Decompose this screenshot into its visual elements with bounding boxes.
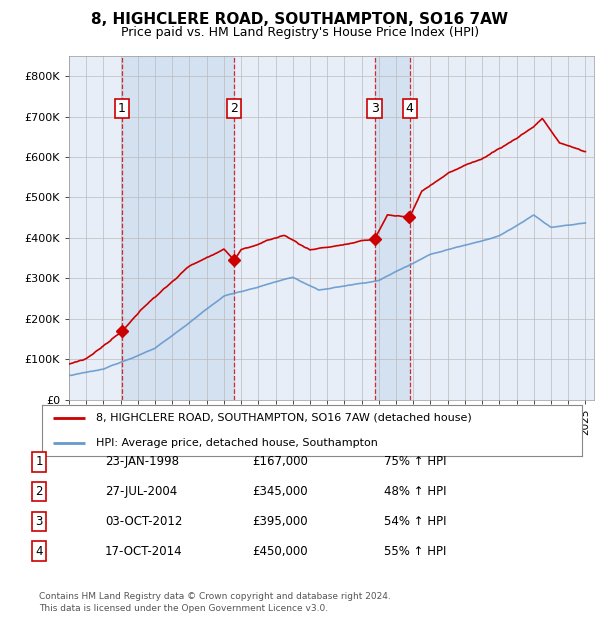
Text: £345,000: £345,000	[252, 485, 308, 498]
Text: 55% ↑ HPI: 55% ↑ HPI	[384, 545, 446, 557]
Text: £450,000: £450,000	[252, 545, 308, 557]
Text: 3: 3	[371, 102, 379, 115]
Text: 2: 2	[230, 102, 238, 115]
Text: 17-OCT-2014: 17-OCT-2014	[105, 545, 182, 557]
Text: 48% ↑ HPI: 48% ↑ HPI	[384, 485, 446, 498]
Text: 1: 1	[35, 456, 43, 468]
Text: Price paid vs. HM Land Registry's House Price Index (HPI): Price paid vs. HM Land Registry's House …	[121, 26, 479, 38]
Text: 8, HIGHCLERE ROAD, SOUTHAMPTON, SO16 7AW (detached house): 8, HIGHCLERE ROAD, SOUTHAMPTON, SO16 7AW…	[96, 412, 472, 423]
Bar	[122, 56, 234, 400]
Text: £395,000: £395,000	[252, 515, 308, 528]
Text: 23-JAN-1998: 23-JAN-1998	[105, 456, 179, 468]
Text: 8, HIGHCLERE ROAD, SOUTHAMPTON, SO16 7AW: 8, HIGHCLERE ROAD, SOUTHAMPTON, SO16 7AW	[91, 12, 509, 27]
Text: HPI: Average price, detached house, Southampton: HPI: Average price, detached house, Sout…	[96, 438, 378, 448]
Text: 4: 4	[406, 102, 413, 115]
Text: 3: 3	[35, 515, 43, 528]
Text: 27-JUL-2004: 27-JUL-2004	[105, 485, 177, 498]
Text: 4: 4	[35, 545, 43, 557]
Text: Contains HM Land Registry data © Crown copyright and database right 2024.
This d: Contains HM Land Registry data © Crown c…	[39, 591, 391, 613]
Text: 1: 1	[118, 102, 126, 115]
Text: 03-OCT-2012: 03-OCT-2012	[105, 515, 182, 528]
Text: 54% ↑ HPI: 54% ↑ HPI	[384, 515, 446, 528]
Text: 2: 2	[35, 485, 43, 498]
Text: £167,000: £167,000	[252, 456, 308, 468]
Text: 75% ↑ HPI: 75% ↑ HPI	[384, 456, 446, 468]
Bar	[374, 56, 410, 400]
